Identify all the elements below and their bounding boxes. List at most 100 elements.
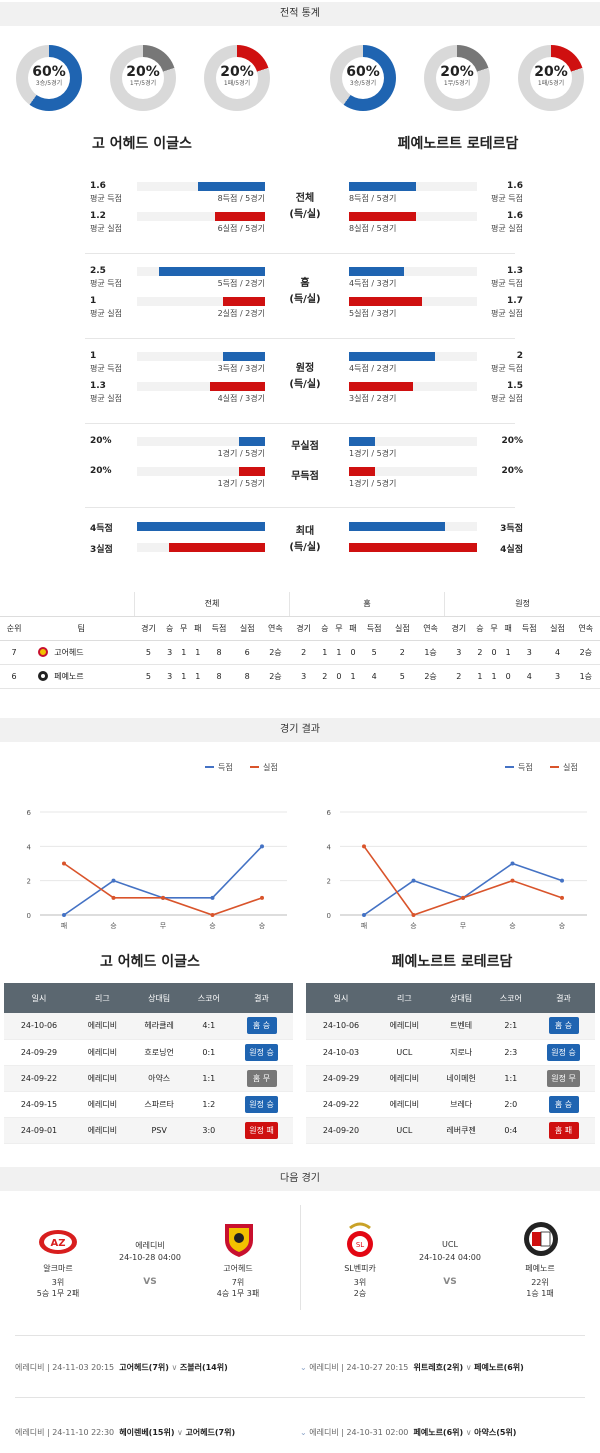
donut-center: 20% 1무/5경기 bbox=[122, 57, 164, 99]
home-stat-value: 1.3 bbox=[90, 381, 106, 391]
stat-cell: 1 bbox=[190, 640, 205, 665]
table-row[interactable]: 24-09-22 에레디비 아약스 1:1 홈 무 bbox=[4, 1065, 293, 1092]
table-row[interactable]: 24-09-29 에레디비 흐로닝언 0:1 원정 승 bbox=[4, 1039, 293, 1066]
team-name: 고어헤드 bbox=[54, 647, 84, 657]
team-cell[interactable]: 페예노르 bbox=[28, 664, 135, 689]
donut-caption: 3승/5경기 bbox=[35, 80, 63, 87]
standings-col-header: 무 bbox=[486, 616, 502, 641]
away-max-value: 4실점 bbox=[500, 545, 523, 555]
az-logo: AZ bbox=[30, 1222, 86, 1262]
upcoming-away: 아약스(5위) bbox=[474, 1428, 517, 1437]
table-row[interactable]: 24-10-06 에레디비 트벤테 2:1 홈 승 bbox=[306, 1013, 595, 1040]
data-point bbox=[510, 861, 515, 866]
stat-cell: 1 bbox=[317, 640, 332, 665]
donut-caption: 1무/5경기 bbox=[443, 80, 471, 87]
rank-cell: 6 bbox=[0, 664, 29, 689]
stat-cell: 0 bbox=[501, 664, 516, 689]
result-cell: 원정 승 bbox=[532, 1039, 595, 1066]
standings-col-header: 연속 bbox=[261, 616, 290, 641]
results-col-header: 일시 bbox=[4, 983, 74, 1013]
stat-cell: 5 bbox=[360, 640, 389, 665]
upcoming-home: 위트레흐(2위) bbox=[413, 1363, 464, 1372]
away-stat-count: 8득점 / 5경기 bbox=[349, 194, 397, 203]
home-stat-value: 1 bbox=[90, 351, 97, 361]
upcoming-row[interactable]: 에레디비 | 24-11-03 20:15 고어헤드(7위) ∨ 즈볼러(14위… bbox=[15, 1362, 300, 1373]
divider bbox=[85, 253, 515, 254]
home-stat-label: 평균 실점 bbox=[90, 224, 122, 233]
donut-caption: 1패/5경기 bbox=[537, 80, 565, 87]
away-stat-value: 2 bbox=[516, 351, 523, 361]
away-stat-count: 4득점 / 2경기 bbox=[349, 364, 397, 373]
table-row[interactable]: 24-09-15 에레디비 스파르타 1:2 원정 승 bbox=[4, 1091, 293, 1118]
result-league: 에레디비 bbox=[73, 1039, 131, 1066]
away-stat-label: 평균 실점 bbox=[491, 394, 523, 403]
upcoming-away: 즈볼러(14위) bbox=[179, 1363, 228, 1372]
bar-track bbox=[137, 352, 265, 361]
result-cell: 원정 무 bbox=[532, 1065, 595, 1092]
result-opp: 아약스 bbox=[130, 1065, 188, 1092]
result-score: 1:1 bbox=[489, 1065, 533, 1092]
upcoming-home: 페예노르(6위) bbox=[413, 1428, 464, 1437]
results-col-header: 리그 bbox=[73, 983, 131, 1013]
stat-cell: 0 bbox=[486, 640, 502, 665]
donut-caption: 1패/5경기 bbox=[223, 80, 251, 87]
table-row[interactable]: 24-09-22 에레디비 브레다 2:0 홈 승 bbox=[306, 1091, 595, 1118]
results-col-header: 결과 bbox=[230, 983, 293, 1013]
table-row[interactable]: 24-10-06 에레디비 헤라클레 4:1 홈 승 bbox=[4, 1013, 293, 1040]
y-tick-label: 0 bbox=[327, 912, 331, 920]
team-name: 페예노르 bbox=[54, 671, 84, 681]
results-col-header: 리그 bbox=[375, 983, 433, 1013]
result-opp: 레버쿠젠 bbox=[432, 1117, 490, 1144]
data-point bbox=[161, 895, 165, 900]
home-stat-count: 8득점 / 5경기 bbox=[217, 194, 265, 203]
away-stat-count: 1경기 / 5경기 bbox=[349, 479, 397, 488]
standings-col-header: 실점 bbox=[233, 616, 262, 641]
results-header-row: 일시 리그 상대팀 스코어 결과 bbox=[4, 983, 293, 1013]
result-cell: 홈 승 bbox=[532, 1091, 595, 1118]
home-stat-count: 1경기 / 5경기 bbox=[217, 449, 265, 458]
home-team-name: 고 어헤드 이글스 bbox=[92, 136, 192, 152]
upcoming-row[interactable]: 에레디비 | 24-11-10 22:30 헤이렌베(15위) ∨ 고어헤드(7… bbox=[15, 1427, 300, 1438]
results-col-header: 상대팀 bbox=[432, 983, 490, 1013]
result-badge: 홈 승 bbox=[246, 1017, 277, 1035]
svg-text:AZ: AZ bbox=[51, 1238, 66, 1249]
results-col-header: 스코어 bbox=[187, 983, 231, 1013]
next1-league: UCL bbox=[442, 1240, 458, 1249]
table-row[interactable]: 24-09-29 에레디비 네이메헌 1:1 원정 무 bbox=[306, 1065, 595, 1092]
feyenoord-logo-icon bbox=[38, 671, 49, 681]
legend-label: 득점 bbox=[218, 762, 233, 772]
away-stat-count: 8실점 / 5경기 bbox=[349, 224, 397, 233]
result-league: 에레디비 bbox=[375, 1091, 433, 1118]
stat-cell: 2 bbox=[388, 640, 417, 665]
standings-group-row: 전체 홈 원정 bbox=[0, 592, 600, 617]
stat-cell: 5 bbox=[134, 664, 163, 689]
x-tick-label: 무 bbox=[460, 922, 467, 930]
next0-left-name: 알크마르 bbox=[43, 1264, 73, 1273]
svg-text:SL: SL bbox=[356, 1241, 364, 1249]
away-bar bbox=[349, 212, 416, 221]
y-tick-label: 6 bbox=[27, 809, 32, 817]
standings-col-header: 득점 bbox=[204, 616, 234, 641]
result-opp: 헤라클레 bbox=[130, 1013, 188, 1040]
upcoming-row[interactable]: ⌄ 에레디비 | 24-10-27 20:15 위트레흐(2위) ∨ 페예노르(… bbox=[300, 1362, 600, 1373]
standings-col-header: 경기 bbox=[444, 616, 473, 641]
data-point bbox=[560, 895, 564, 900]
donut-chart: 60% 3승/5경기 bbox=[16, 45, 82, 111]
standings-header-row: 순위 팀 경기 승 무 패 득점 실점 연속 경기 승 무 패 득점 실점 연속 경기 승 무 패 득점 실점 연속 bbox=[0, 616, 600, 641]
stat-cell: 8 bbox=[233, 664, 262, 689]
data-point bbox=[210, 913, 215, 917]
rank-cell: 7 bbox=[0, 640, 29, 665]
table-row[interactable]: 24-09-01 에레디비 PSV 3:0 원정 패 bbox=[4, 1117, 293, 1144]
upcoming-row[interactable]: ⌄ 에레디비 | 24-10-31 02:00 페예노르(6위) ∨ 아약스(5… bbox=[300, 1427, 600, 1438]
team-cell[interactable]: 고어헤드 bbox=[28, 640, 135, 665]
standings-col-header: 무 bbox=[176, 616, 191, 641]
table-row[interactable]: 24-10-03 UCL 지로나 2:3 원정 승 bbox=[306, 1039, 595, 1066]
result-badge: 홈 승 bbox=[548, 1017, 579, 1035]
away-stat-count: 4득점 / 3경기 bbox=[349, 279, 397, 288]
table-row[interactable]: 24-09-20 UCL 레버쿠젠 0:4 홈 패 bbox=[306, 1117, 595, 1144]
home-bar bbox=[137, 522, 265, 531]
result-cell: 홈 승 bbox=[230, 1013, 293, 1040]
result-score: 0:1 bbox=[187, 1039, 231, 1066]
data-point bbox=[362, 844, 366, 849]
home-bar bbox=[223, 352, 265, 361]
